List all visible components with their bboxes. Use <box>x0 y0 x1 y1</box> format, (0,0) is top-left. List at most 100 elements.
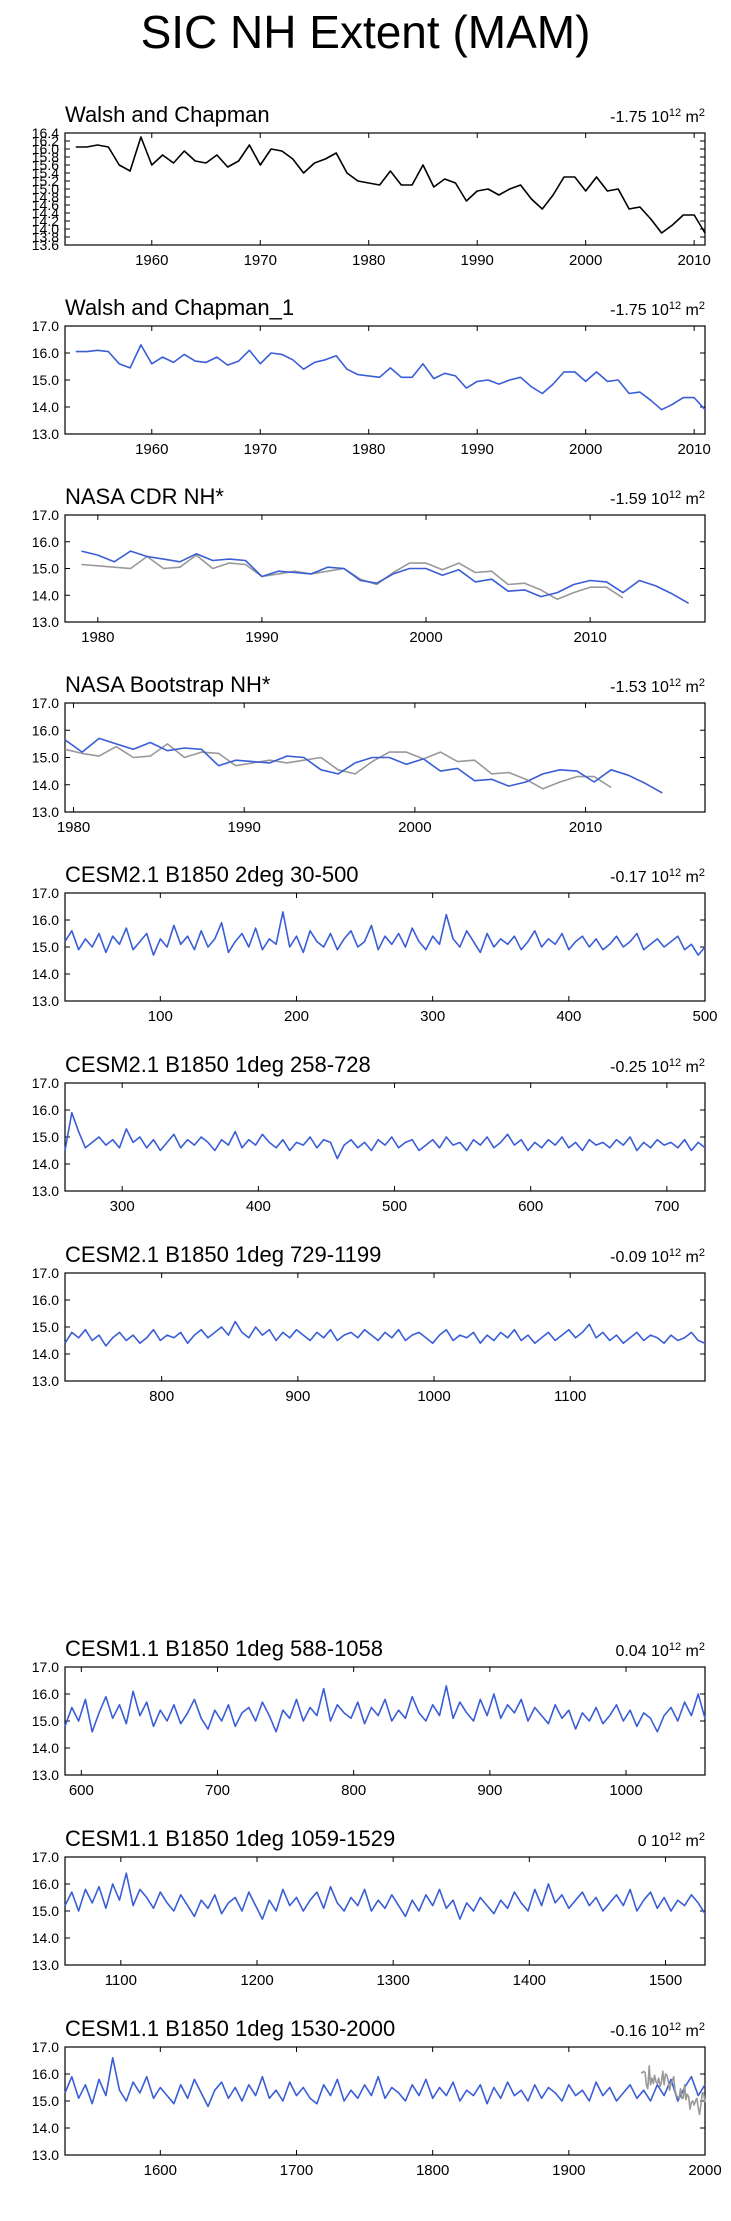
x-tick-label: 300 <box>110 1198 135 1215</box>
series-line <box>81 550 689 604</box>
y-tick-label: 14.0 <box>32 1346 59 1362</box>
panel-title: CESM2.1 B1850 1deg 258-728 <box>65 1052 371 1077</box>
plot-frame <box>64 892 706 1002</box>
series-line <box>64 743 612 790</box>
trend-label: -0.09 1012 m2 <box>610 1247 705 1266</box>
x-tick-label: 1900 <box>552 2162 585 2179</box>
x-tick-label: 200 <box>284 1008 309 1025</box>
series-line <box>64 1111 706 1160</box>
x-tick-label: 1990 <box>461 252 494 269</box>
trend-label: -1.53 1012 m2 <box>610 677 705 696</box>
x-tick-label: 1800 <box>416 2162 449 2179</box>
chart-panel: CESM2.1 B1850 2deg 30-500 -0.17 1012 m2 13… <box>32 862 718 1025</box>
x-tick-label: 1200 <box>240 1972 273 1989</box>
trend-label: -0.16 1012 m2 <box>610 2021 705 2040</box>
x-tick-label: 1990 <box>245 629 278 646</box>
y-tick-label: 15.0 <box>32 372 59 388</box>
y-tick-label: 13.6 <box>32 237 59 253</box>
plot-frame <box>64 514 706 623</box>
x-tick-label: 2010 <box>677 441 710 458</box>
y-tick-label: 14.8 <box>32 189 59 205</box>
panel-title: NASA CDR NH* <box>65 484 224 509</box>
y-tick-label: 15.0 <box>32 1319 59 1335</box>
x-tick-label: 1000 <box>609 1782 642 1799</box>
x-tick-label: 1980 <box>352 252 385 269</box>
x-tick-label: 700 <box>654 1198 679 1215</box>
x-tick-label: 1100 <box>105 1972 137 1989</box>
x-tick-label: 1980 <box>352 441 385 458</box>
y-tick-label: 16.0 <box>32 534 59 550</box>
x-tick-label: 900 <box>477 1782 502 1799</box>
x-tick-label: 1970 <box>244 252 277 269</box>
y-tick-label: 13.0 <box>32 993 59 1009</box>
y-tick-label: 15.0 <box>32 561 59 577</box>
chart-panel: CESM2.1 B1850 1deg 729-1199 -0.09 1012 m2… <box>32 1242 706 1405</box>
x-tick-label: 1990 <box>228 819 261 836</box>
y-tick-label: 13.8 <box>32 229 59 245</box>
plot-frame <box>64 1082 706 1192</box>
chart-panel: NASA Bootstrap NH* -1.53 1012 m2 13.0 14.0 1… <box>32 672 706 836</box>
y-tick-label: 16.0 <box>32 1686 59 1702</box>
panel-title: CESM1.1 B1850 1deg 1059-1529 <box>65 1826 395 1851</box>
y-tick-label: 14.0 <box>32 2120 59 2136</box>
y-tick-label: 13.0 <box>32 2147 59 2163</box>
y-tick-label: 17.0 <box>32 507 59 523</box>
x-tick-label: 500 <box>382 1198 407 1215</box>
panel-title: Walsh and Chapman_1 <box>65 295 294 320</box>
trend-label: 0.04 1012 m2 <box>615 1641 705 1660</box>
panel-title: Walsh and Chapman <box>65 102 270 127</box>
x-tick-label: 1960 <box>135 252 168 269</box>
y-tick-label: 17.0 <box>32 1265 59 1281</box>
y-tick-label: 17.0 <box>32 885 59 901</box>
panel-title: CESM2.1 B1850 1deg 729-1199 <box>65 1242 381 1267</box>
x-tick-label: 2000 <box>409 629 442 646</box>
x-tick-label: 1970 <box>244 441 277 458</box>
x-tick-label: 2000 <box>569 441 602 458</box>
y-tick-label: 13.0 <box>32 1373 59 1389</box>
y-tick-label: 16.0 <box>32 722 59 738</box>
figure-title: SIC NH Extent (MAM) <box>140 6 591 58</box>
y-tick-label: 15.0 <box>32 939 59 955</box>
x-tick-label: 1980 <box>81 629 114 646</box>
y-tick-label: 16.0 <box>32 2066 59 2082</box>
x-tick-label: 700 <box>205 1782 230 1799</box>
chart-panel: CESM1.1 B1850 1deg 588-1058 0.04 1012 m2 1… <box>32 1636 706 1799</box>
y-tick-label: 14.6 <box>32 197 59 213</box>
y-tick-label: 15.0 <box>32 1129 59 1145</box>
x-tick-label: 1700 <box>280 2162 313 2179</box>
y-tick-label: 13.0 <box>32 426 59 442</box>
y-tick-label: 13.0 <box>32 614 59 630</box>
y-tick-label: 15.0 <box>32 1713 59 1729</box>
plot-frame <box>64 2046 706 2156</box>
y-tick-label: 16.0 <box>32 345 59 361</box>
plot-frame <box>64 325 706 435</box>
y-tick-label: 15.0 <box>32 750 59 766</box>
chart-panel: CESM1.1 B1850 1deg 1530-2000 -0.16 1012 m… <box>32 2016 722 2179</box>
y-tick-label: 14.0 <box>32 1156 59 1172</box>
y-tick-label: 16.4 <box>32 125 59 141</box>
y-tick-label: 17.0 <box>32 318 59 334</box>
trend-label: -1.59 1012 m2 <box>610 489 705 508</box>
x-tick-label: 1400 <box>513 1972 546 1989</box>
y-tick-label: 13.0 <box>32 1767 59 1783</box>
series-line <box>75 344 706 411</box>
x-tick-label: 400 <box>246 1198 271 1215</box>
trend-label: -1.75 1012 m2 <box>610 107 705 126</box>
y-tick-label: 13.0 <box>32 804 59 820</box>
x-tick-label: 900 <box>285 1388 310 1405</box>
panel-title: CESM1.1 B1850 1deg 1530-2000 <box>65 2016 395 2041</box>
y-tick-label: 14.0 <box>32 1930 59 1946</box>
y-tick-label: 17.0 <box>32 2039 59 2055</box>
y-tick-label: 15.4 <box>32 165 59 181</box>
series-line <box>64 1685 706 1733</box>
x-tick-label: 2010 <box>569 819 602 836</box>
plot-frame <box>64 1666 706 1776</box>
x-tick-label: 1990 <box>461 441 494 458</box>
y-tick-label: 13.0 <box>32 1957 59 1973</box>
panel-title: NASA Bootstrap NH* <box>65 672 271 697</box>
x-tick-label: 2000 <box>569 252 602 269</box>
y-tick-label: 17.0 <box>32 1659 59 1675</box>
y-tick-label: 14.0 <box>32 221 59 237</box>
x-tick-label: 500 <box>692 1008 717 1025</box>
y-tick-label: 17.0 <box>32 1075 59 1091</box>
